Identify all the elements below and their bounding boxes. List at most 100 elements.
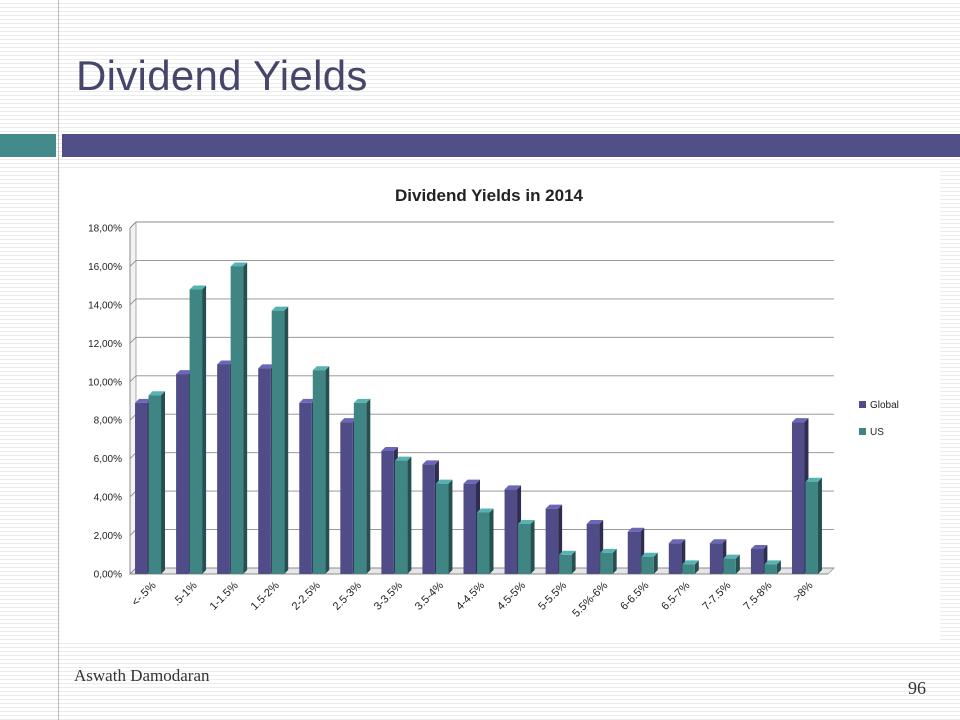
bar-us: [682, 564, 695, 574]
bar-top-global: [545, 504, 563, 509]
bar-top-global: [709, 539, 727, 544]
bar-us: [477, 512, 490, 574]
bar-global: [545, 508, 559, 574]
y-tick-label: 6,00%: [94, 454, 122, 465]
bar-global: [668, 543, 682, 574]
bar-global: [217, 364, 230, 574]
x-tick-label: 3-3.5%: [372, 579, 405, 612]
bar-side-us: [571, 550, 576, 574]
bar-us: [805, 481, 818, 574]
page-number: 96: [908, 678, 926, 698]
bar-us: [189, 289, 203, 574]
gridline: [129, 298, 834, 306]
bar-global: [791, 422, 805, 574]
bar-global: [340, 422, 353, 574]
bar-top-global: [135, 398, 152, 403]
bar-global: [750, 549, 764, 574]
bar-top-global: [217, 360, 234, 365]
bar-top-us: [723, 554, 740, 559]
bar-top-global: [504, 485, 522, 490]
bar-side-us: [489, 508, 494, 574]
x-tick-label: >8%: [791, 579, 815, 603]
bar-side-us: [202, 285, 207, 574]
x-tick-label: 6-6.5%: [618, 579, 651, 612]
bar-us: [435, 483, 449, 574]
bar-top-us: [230, 262, 248, 267]
y-tick-label: 18,00%: [88, 224, 122, 235]
bar-top-us: [189, 285, 207, 290]
bar-us: [148, 395, 162, 574]
x-tick-label: 2.5-3%: [331, 579, 364, 612]
legend-swatch-us: [859, 428, 866, 435]
bar-us: [723, 558, 736, 574]
bar-us: [353, 402, 367, 574]
bar-top-global: [668, 539, 686, 544]
bar-top-us: [312, 366, 330, 371]
bar-side-us: [817, 477, 822, 574]
bar-global: [381, 450, 394, 574]
gridline: [129, 336, 834, 344]
bar-us: [518, 524, 531, 574]
bar-side-us: [366, 398, 371, 574]
bar-global: [463, 483, 476, 574]
chart-title: Dividend Yields in 2014: [395, 186, 584, 205]
legend-label-us: US: [870, 427, 884, 438]
bar-side-us: [653, 552, 658, 574]
x-tick-label: 4.5-5%: [495, 579, 528, 612]
bar-us: [271, 310, 285, 574]
bar-global: [299, 402, 312, 574]
bar-top-us: [477, 508, 494, 513]
bar-top-global: [299, 398, 316, 403]
bar-global: [422, 464, 435, 574]
x-tick-label: 1-1.5%: [208, 579, 241, 612]
y-tick-label: 16,00%: [88, 262, 122, 273]
bar-top-us: [641, 552, 658, 557]
bar-global: [504, 489, 518, 574]
gridline: [129, 259, 834, 267]
gridline: [129, 375, 834, 383]
y-tick-label: 12,00%: [88, 339, 122, 350]
x-tick-label: <-.5%: [130, 579, 159, 608]
bar-top-global: [340, 418, 357, 423]
bar-top-us: [682, 560, 699, 565]
bar-top-us: [271, 306, 289, 311]
x-tick-label: 7.5-8%: [741, 579, 774, 612]
bar-top-us: [435, 479, 453, 484]
bar-top-us: [559, 550, 576, 555]
y-tick-label: 10,00%: [88, 377, 122, 388]
bar-us: [230, 266, 244, 574]
bar-global: [176, 374, 189, 574]
accent-bar-purple: [62, 134, 960, 157]
bar-top-global: [750, 545, 768, 550]
bar-top-global: [176, 370, 193, 375]
bar-top-global: [258, 364, 275, 369]
slide-title: Dividend Yields: [76, 52, 368, 99]
bar-side-us: [325, 366, 330, 574]
y-tick-label: 14,00%: [88, 300, 122, 311]
bar-global: [627, 531, 641, 574]
accent-bar-teal: [0, 134, 56, 157]
x-tick-label: 2-2.5%: [290, 579, 323, 612]
y-tick-label: 0,00%: [94, 570, 122, 581]
bar-side-us: [530, 520, 535, 574]
bar-top-us: [148, 391, 166, 396]
vertical-divider: [58, 0, 59, 720]
bar-top-global: [586, 520, 604, 525]
author-name: Aswath Damodaran: [74, 666, 210, 685]
bar-us: [600, 552, 613, 574]
bar-side-us: [161, 391, 166, 574]
bar-global: [586, 524, 600, 574]
dividend-yield-chart: Dividend Yields in 2014 0,00% 2,00% 4,00% 6,…: [88, 186, 899, 620]
bar-top-us: [764, 560, 781, 565]
x-tick-label: 7-7.5%: [700, 579, 733, 612]
bar-side-us: [776, 560, 781, 574]
bar-top-global: [422, 460, 439, 465]
y-tick-label: 4,00%: [94, 493, 122, 504]
bar-top-global: [381, 446, 398, 451]
bar-us: [394, 460, 408, 574]
bar-side-us: [735, 554, 740, 574]
x-tick-label: 5.5%-6%: [570, 579, 610, 619]
x-tick-label: 5-5.5%: [536, 579, 569, 612]
x-tick-label: 6.5-7%: [659, 579, 692, 612]
bar-top-us: [394, 456, 412, 461]
